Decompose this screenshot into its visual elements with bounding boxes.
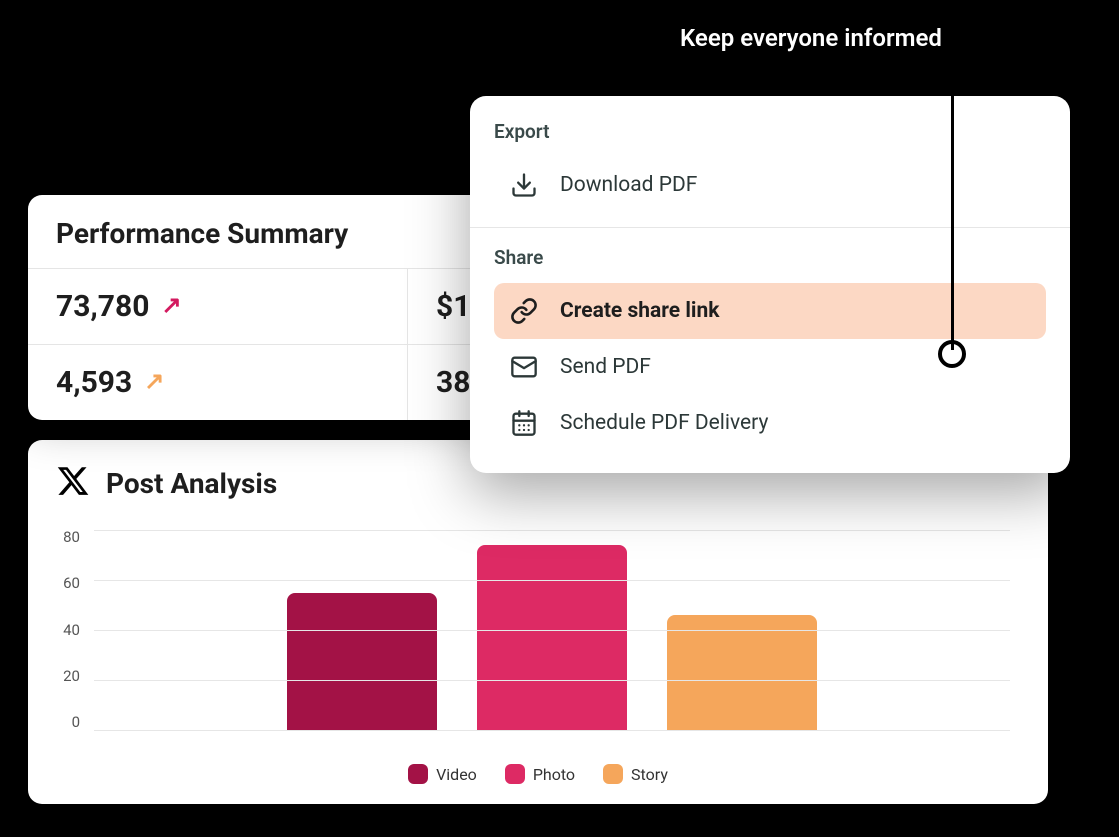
schedule-pdf-item[interactable]: Schedule PDF Delivery: [494, 395, 1046, 451]
legend-label: Video: [436, 765, 477, 784]
legend-item-story[interactable]: Story: [603, 764, 668, 784]
calendar-icon: [510, 409, 538, 437]
bar-photo: [477, 545, 627, 730]
legend-item-video[interactable]: Video: [408, 764, 477, 784]
envelope-icon: [510, 353, 538, 381]
y-tick: 80: [63, 530, 80, 545]
trend-up-icon: ↗: [144, 367, 164, 395]
legend-label: Story: [631, 765, 668, 784]
legend-item-photo[interactable]: Photo: [505, 764, 575, 784]
legend-label: Photo: [533, 765, 575, 784]
y-tick: 60: [63, 576, 80, 591]
y-axis: 80 60 40 20 0: [56, 530, 86, 730]
post-analysis-card: Post Analysis 80 60 40 20 0 Video Photo Story: [28, 440, 1048, 804]
callout-text: Keep everyone informed: [680, 24, 942, 52]
export-share-popover: Export Download PDF Share Create share l…: [470, 96, 1070, 473]
download-pdf-label: Download PDF: [560, 173, 697, 197]
bar-chart: 806040200: [86, 530, 1010, 750]
gridline: [94, 730, 1010, 731]
legend-swatch: [505, 764, 525, 784]
chart-plot: [94, 530, 1010, 730]
create-share-link-item[interactable]: Create share link: [494, 283, 1046, 339]
y-tick: 40: [63, 623, 80, 638]
legend-swatch: [408, 764, 428, 784]
schedule-pdf-label: Schedule PDF Delivery: [560, 411, 768, 435]
bar-video: [287, 593, 437, 731]
download-icon: [510, 171, 538, 199]
y-tick: 20: [63, 669, 80, 684]
post-analysis-title: Post Analysis: [106, 467, 277, 500]
chart-legend: Video Photo Story: [56, 764, 1020, 784]
gridline: [94, 630, 1010, 631]
create-share-link-label: Create share link: [560, 299, 719, 323]
gridline: [94, 530, 1010, 531]
metric-cell: 4,593 ↗: [28, 345, 408, 420]
callout-pill: Keep everyone informed: [650, 10, 972, 66]
x-logo-icon: [56, 464, 90, 502]
legend-swatch: [603, 764, 623, 784]
metric-cell: 73,780 ↗: [28, 269, 408, 345]
callout-line: [951, 60, 954, 350]
section-label-export: Export: [494, 120, 1046, 143]
metric-value: 73,780: [56, 289, 149, 324]
gridline: [94, 680, 1010, 681]
callout-ring: [938, 340, 966, 368]
download-pdf-item[interactable]: Download PDF: [494, 157, 1046, 213]
y-tick: 0: [72, 715, 80, 730]
trend-up-icon: ↗: [161, 291, 181, 319]
section-label-share: Share: [494, 246, 1046, 269]
metric-value: 4,593: [56, 365, 132, 400]
link-icon: [510, 297, 538, 325]
send-pdf-label: Send PDF: [560, 355, 651, 379]
bar-story: [667, 615, 817, 730]
popover-divider: [470, 227, 1070, 228]
gridline: [94, 580, 1010, 581]
